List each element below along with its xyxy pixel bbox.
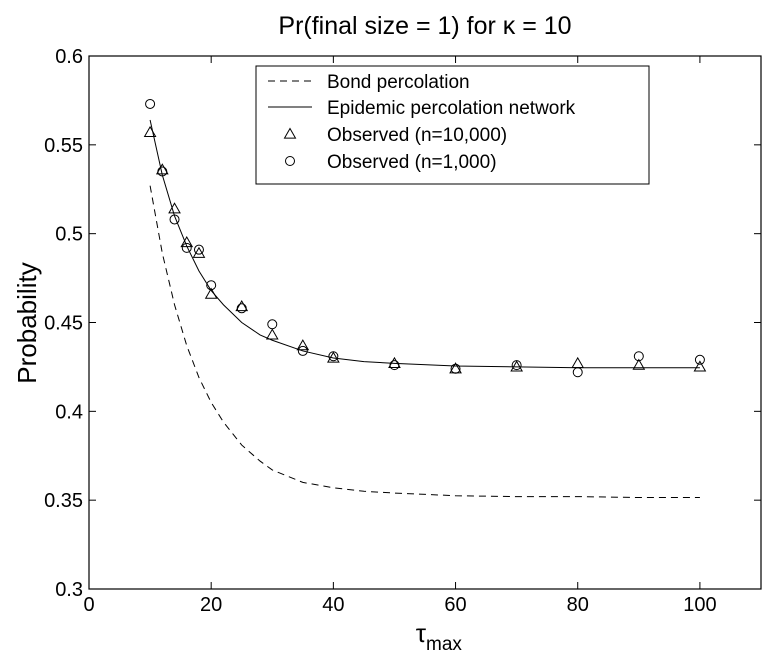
observed-1000-point (450, 363, 461, 374)
observed-1000-point (328, 351, 339, 362)
x-axis-label-subscript: max (426, 634, 462, 655)
observed-10000-point (510, 360, 523, 372)
observed-10000-point (192, 246, 206, 258)
y-tick-label: 0.5 (55, 224, 83, 246)
observed-10000-point (327, 351, 340, 363)
observed-1000-point (206, 280, 217, 291)
observed-1000-point (267, 319, 278, 330)
observed-10000-point (143, 125, 157, 138)
observed-1000-point (236, 303, 247, 314)
observed-10000-point (204, 287, 218, 299)
legend-label: Bond percolation (327, 72, 470, 93)
observed-10000-point (693, 360, 707, 372)
y-tick-label: 0.45 (44, 313, 83, 335)
x-tick-label: 80 (567, 594, 589, 616)
x-tick-label: 20 (200, 594, 222, 616)
observed-1000-point (297, 345, 308, 356)
x-axis-label: τ (416, 618, 427, 648)
legend-circle-symbol (285, 156, 295, 166)
observed-10000-point (155, 163, 169, 175)
observed-10000-point (265, 328, 279, 340)
x-tick-label: 0 (83, 594, 94, 616)
chart-title: Pr(final size = 1) for κ = 10 (278, 12, 571, 40)
y-tick-label: 0.4 (55, 401, 83, 423)
observed-10000-point (388, 356, 401, 368)
observed-10000-point (296, 339, 310, 351)
legend: Bond percolation Epidemic percolation net… (255, 65, 650, 185)
observed-1000-point (694, 354, 705, 365)
y-tick-label: 0.55 (44, 135, 83, 157)
observed-10000-point (235, 300, 249, 312)
observed-1000-point (157, 166, 168, 177)
legend-triangle-symbol (283, 127, 297, 139)
plot-area (143, 98, 707, 499)
legend-label: Epidemic percolation network (327, 98, 576, 119)
legend-box (255, 65, 650, 185)
x-tick-label: 100 (683, 594, 716, 616)
observed-1000-point (572, 367, 583, 378)
bond-percolation-line (149, 185, 700, 499)
observed-1000-point (633, 351, 644, 362)
y-tick-label: 0.35 (44, 490, 83, 512)
observed-10000-point (168, 202, 181, 214)
epidemic-network-line (149, 119, 700, 369)
legend-label: Observed (n=1,000) (327, 152, 497, 173)
observed-10000-point (632, 358, 646, 370)
x-tick-label: 60 (444, 594, 466, 616)
observed-1000-point (181, 242, 192, 253)
x-tick-label: 40 (322, 594, 344, 616)
y-tick-label: 0.6 (55, 46, 83, 68)
y-tick-label: 0.3 (55, 579, 83, 601)
observed-1000-point (169, 214, 180, 225)
observed-1000-point (145, 98, 156, 109)
observed-10000-point (180, 236, 194, 248)
legend-label: Observed (n=10,000) (327, 125, 507, 146)
observed-1000-point (193, 244, 204, 255)
observed-1000-point (511, 360, 522, 371)
observed-1000-point (389, 360, 400, 371)
y-axis-label: Probability (12, 262, 42, 383)
